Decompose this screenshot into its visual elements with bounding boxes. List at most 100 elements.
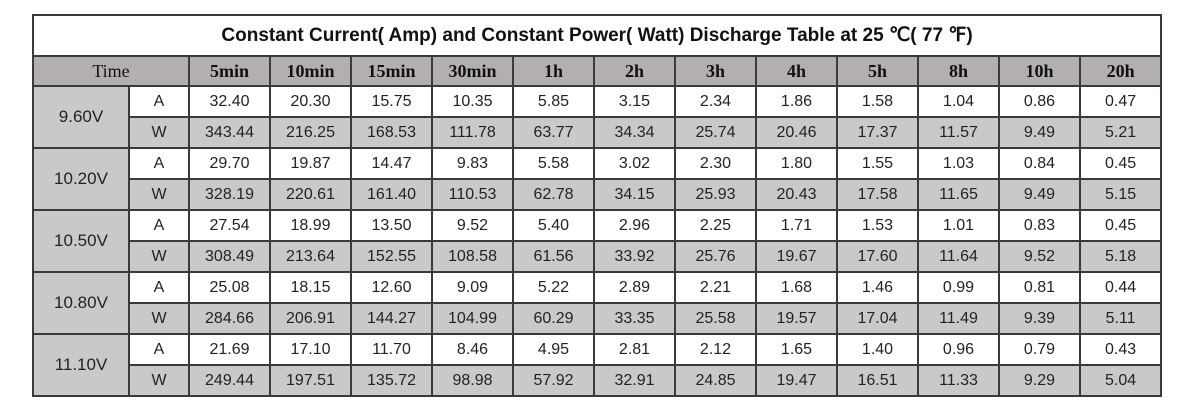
value-cell: 9.29	[998, 364, 1081, 397]
value-cell: 9.52	[431, 209, 514, 242]
table-row: 10.20V A 29.70 19.87 14.47 9.83 5.58 3.02 2.30 1.…	[32, 147, 1163, 211]
value-cell: 5.21	[1078, 116, 1163, 149]
value-cell: 328.19	[188, 178, 271, 211]
voltage-cell: 10.20V	[32, 147, 130, 211]
value-cell: 33.92	[593, 240, 676, 273]
value-cell: 29.70	[188, 147, 271, 180]
unit-cell: A	[128, 147, 190, 180]
column-header: 5min	[188, 55, 271, 87]
value-cell: 19.47	[755, 364, 838, 397]
value-cell: 5.22	[512, 271, 595, 304]
value-cell: 220.61	[269, 178, 352, 211]
value-cell: 0.83	[998, 209, 1081, 242]
column-header: 10h	[998, 55, 1081, 87]
value-cell: 17.04	[836, 302, 919, 335]
value-cell: 213.64	[269, 240, 352, 273]
table-row: 10.80V A 25.08 18.15 12.60 9.09 5.22 2.89 2.21 1.…	[32, 271, 1163, 335]
value-cell: 1.80	[755, 147, 838, 180]
value-cell: 1.01	[917, 209, 1000, 242]
column-header: 15min	[350, 55, 433, 87]
value-cell: 5.58	[512, 147, 595, 180]
voltage-cell: 10.50V	[32, 209, 130, 273]
value-cell: 1.68	[755, 271, 838, 304]
value-cell: 1.53	[836, 209, 919, 242]
column-header: 10min	[269, 55, 352, 87]
table-row: W 308.49 213.64 152.55 108.58 61.56 33.92 25.76…	[33, 240, 1163, 273]
value-cell: 108.58	[431, 240, 514, 273]
time-header: Time	[32, 55, 190, 87]
value-cell: 9.39	[998, 302, 1081, 335]
value-cell: 19.57	[755, 302, 838, 335]
voltage-cell: 10.80V	[32, 271, 130, 335]
table-row: W 343.44 216.25 168.53 111.78 63.77 34.34 25.74…	[33, 116, 1163, 149]
value-cell: 1.65	[755, 333, 838, 366]
value-cell: 9.49	[998, 178, 1081, 211]
column-header: 4h	[755, 55, 838, 87]
unit-cell: W	[128, 178, 190, 211]
value-cell: 2.81	[593, 333, 676, 366]
value-cell: 9.52	[998, 240, 1081, 273]
value-cell: 5.11	[1078, 302, 1163, 335]
value-cell: 18.99	[269, 209, 352, 242]
table-row: 11.10V A 21.69 17.10 11.70 8.46 4.95 2.81 2.12 1.…	[32, 333, 1163, 397]
discharge-table-container: Constant Current( Amp) and Constant Powe…	[31, 14, 1163, 397]
value-cell: 11.65	[917, 178, 1000, 211]
discharge-table: Constant Current( Amp) and Constant Powe…	[31, 14, 1163, 397]
value-cell: 2.96	[593, 209, 676, 242]
value-cell: 9.09	[431, 271, 514, 304]
value-cell: 20.46	[755, 116, 838, 149]
voltage-cell: 9.60V	[32, 85, 130, 149]
value-cell: 11.64	[917, 240, 1000, 273]
column-header: 3h	[674, 55, 757, 87]
value-cell: 3.15	[593, 85, 676, 118]
column-header: 30min	[431, 55, 514, 87]
value-cell: 197.51	[269, 364, 352, 397]
value-cell: 19.67	[755, 240, 838, 273]
value-cell: 0.86	[998, 85, 1081, 118]
value-cell: 32.40	[188, 85, 271, 118]
value-cell: 17.58	[836, 178, 919, 211]
value-cell: 18.15	[269, 271, 352, 304]
table-row: 10.50V A 27.54 18.99 13.50 9.52 5.40 2.96 2.25 1.…	[32, 209, 1163, 273]
value-cell: 1.55	[836, 147, 919, 180]
value-cell: 135.72	[350, 364, 433, 397]
unit-cell: W	[128, 116, 190, 149]
unit-cell: W	[128, 240, 190, 273]
value-cell: 104.99	[431, 302, 514, 335]
value-cell: 60.29	[512, 302, 595, 335]
value-cell: 144.27	[350, 302, 433, 335]
value-cell: 168.53	[350, 116, 433, 149]
value-cell: 20.30	[269, 85, 352, 118]
value-cell: 98.98	[431, 364, 514, 397]
value-cell: 0.45	[1078, 147, 1163, 180]
value-cell: 25.08	[188, 271, 271, 304]
table-row: W 249.44 197.51 135.72 98.98 57.92 32.91 24.85 1…	[33, 364, 1163, 397]
value-cell: 110.53	[431, 178, 514, 211]
value-cell: 16.51	[836, 364, 919, 397]
value-cell: 63.77	[512, 116, 595, 149]
value-cell: 8.46	[431, 333, 514, 366]
value-cell: 1.03	[917, 147, 1000, 180]
value-cell: 20.43	[755, 178, 838, 211]
value-cell: 0.79	[998, 333, 1081, 366]
value-cell: 2.34	[674, 85, 757, 118]
value-cell: 25.58	[674, 302, 757, 335]
unit-cell: A	[128, 271, 190, 304]
table-row: 9.60V A 32.40 20.30 15.75 10.35 5.85 3.15 2.34 1.…	[32, 85, 1163, 149]
value-cell: 1.86	[755, 85, 838, 118]
value-cell: 34.34	[593, 116, 676, 149]
value-cell: 27.54	[188, 209, 271, 242]
value-cell: 15.75	[350, 85, 433, 118]
value-cell: 1.58	[836, 85, 919, 118]
value-cell: 25.93	[674, 178, 757, 211]
value-cell: 2.12	[674, 333, 757, 366]
value-cell: 19.87	[269, 147, 352, 180]
value-cell: 10.35	[431, 85, 514, 118]
value-cell: 5.04	[1078, 364, 1163, 397]
value-cell: 17.10	[269, 333, 352, 366]
value-cell: 0.96	[917, 333, 1000, 366]
table-title: Constant Current( Amp) and Constant Powe…	[31, 14, 1163, 57]
value-cell: 25.76	[674, 240, 757, 273]
value-cell: 33.35	[593, 302, 676, 335]
voltage-cell: 11.10V	[32, 333, 130, 397]
